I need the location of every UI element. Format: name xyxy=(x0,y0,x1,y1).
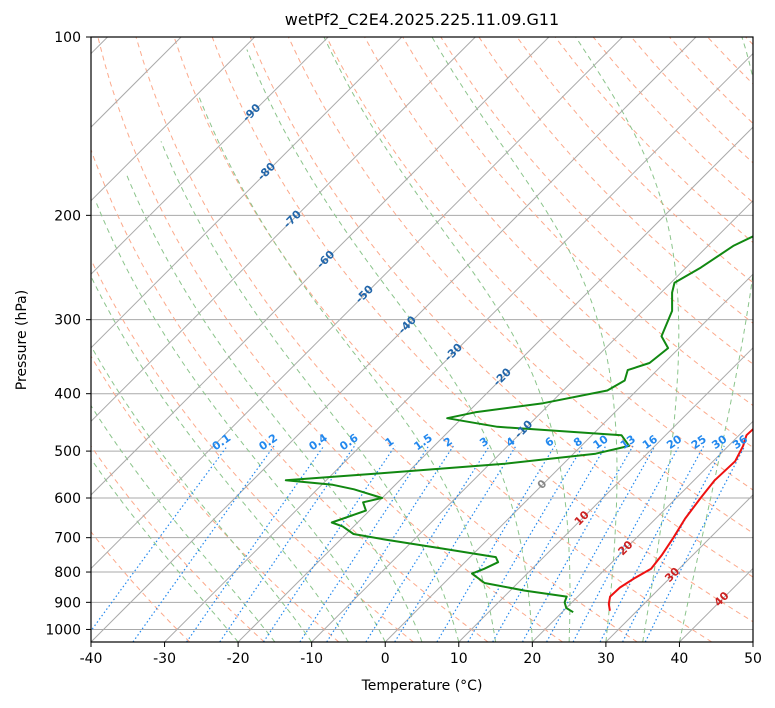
y-tick-label: 600 xyxy=(54,491,81,507)
moist-adiabat xyxy=(197,94,497,642)
y-tick-label: 800 xyxy=(54,565,81,581)
y-tick-label: 700 xyxy=(54,531,81,547)
isotherm-line xyxy=(91,37,623,570)
mixing-ratio-line xyxy=(394,445,517,642)
mixing-ratio-line xyxy=(365,445,491,642)
mixing-ratio-line xyxy=(219,445,356,642)
isotherm-line xyxy=(91,37,476,423)
chart-title: wetPf2_C2E4.2025.225.11.09.G11 xyxy=(284,10,560,29)
plot-background xyxy=(91,37,753,642)
x-axis-label: Temperature (°C) xyxy=(361,678,483,694)
axes: -40 -30 -20 -10 0 10 20 30 40 50 100 200 300 400 500 60… xyxy=(45,30,762,667)
mixing-ratio-line xyxy=(132,445,275,642)
y-tick-label: 300 xyxy=(54,313,81,329)
mixing-ratio-line xyxy=(262,445,396,642)
y-tick-label: 100 xyxy=(54,30,81,46)
x-tick-label: -40 xyxy=(80,651,103,667)
x-tick-label: 30 xyxy=(597,651,615,667)
moist-adiabat xyxy=(91,275,349,642)
moist-adiabat xyxy=(431,37,618,642)
y-tick-label: 200 xyxy=(54,208,81,224)
isotherm-line xyxy=(237,126,753,642)
isotherm-line xyxy=(91,37,329,275)
plot-frame xyxy=(90,36,754,643)
series-layer xyxy=(284,235,753,614)
dewpoint-profile-line xyxy=(284,235,753,614)
mixing-ratio-line xyxy=(644,445,746,642)
isotherm-line xyxy=(91,37,550,496)
x-tick-label: 40 xyxy=(671,651,689,667)
mixing-ratio-line xyxy=(326,445,454,642)
moist-adiabat xyxy=(160,141,460,642)
y-tick-label: 500 xyxy=(54,444,81,460)
isotherm-line xyxy=(531,420,753,642)
dry-adiabat xyxy=(402,37,753,407)
mixing-ratio-line xyxy=(186,445,325,642)
dry-adiabat xyxy=(91,531,191,642)
isotherm-line xyxy=(311,199,753,642)
dry-adiabat xyxy=(249,37,753,578)
x-tick-label: -20 xyxy=(227,651,250,667)
y-tick-label: 1000 xyxy=(45,622,81,638)
x-tick-label: 20 xyxy=(523,651,541,667)
isotherm-line xyxy=(91,37,256,202)
y-tick-label: 900 xyxy=(54,595,81,611)
moist-adiabat xyxy=(91,457,239,642)
dry-adiabat xyxy=(91,445,265,642)
mixing-ratio-line xyxy=(622,445,725,642)
dry-adiabat xyxy=(97,37,563,642)
mixing-ratio-line xyxy=(436,445,556,642)
dry-adiabat xyxy=(516,37,753,284)
background-guide-lines xyxy=(91,37,753,642)
isotherm-line xyxy=(91,37,403,349)
isotherm-line xyxy=(458,347,753,642)
dry-adiabat xyxy=(211,37,753,623)
temperature-profile-line xyxy=(607,427,753,611)
y-axis-label: Pressure (hPa) xyxy=(14,289,30,391)
y-tick-label: 400 xyxy=(54,387,81,403)
isotherm-line xyxy=(752,641,753,642)
moist-adiabat xyxy=(91,345,313,642)
x-tick-label: 50 xyxy=(744,651,762,667)
isotherm-line xyxy=(91,37,697,642)
isotherm-line xyxy=(605,494,753,642)
mixing-ratio-line xyxy=(546,445,656,642)
mixing-ratio-line xyxy=(521,445,634,642)
dry-adiabat xyxy=(440,37,753,365)
x-tick-label: -30 xyxy=(153,651,176,667)
mixing-ratio-line xyxy=(467,445,584,642)
moist-adiabat xyxy=(95,201,386,642)
dry-adiabat xyxy=(91,355,340,642)
isotherm-line xyxy=(384,273,753,642)
dry-adiabat xyxy=(135,37,638,642)
dry-adiabat xyxy=(91,148,489,642)
x-tick-label: 0 xyxy=(381,651,390,667)
mixing-ratio-line xyxy=(299,445,430,642)
x-tick-label: 10 xyxy=(450,651,468,667)
isotherm-line xyxy=(164,52,753,642)
moist-adiabat xyxy=(246,49,533,642)
moist-adiabat xyxy=(323,37,571,642)
x-tick-label: -10 xyxy=(300,651,323,667)
